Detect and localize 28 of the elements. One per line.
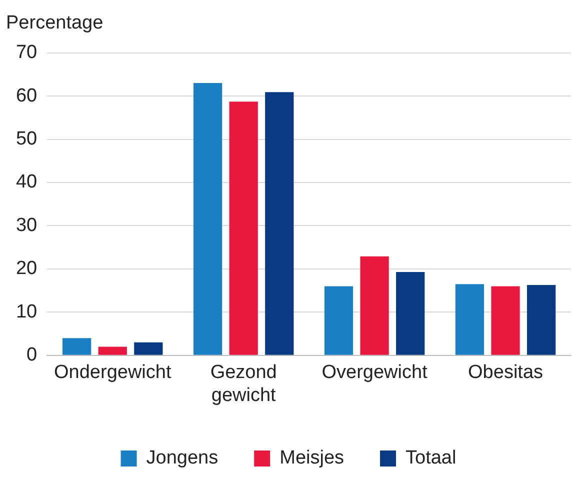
bar — [526, 284, 556, 355]
bar — [193, 83, 222, 355]
x-tick-label: Overgewicht — [322, 362, 428, 384]
x-tick-label: Ondergewicht — [54, 362, 172, 384]
bar — [265, 92, 294, 355]
y-tick-label: 0 — [26, 344, 38, 366]
y-tick-label: 40 — [16, 172, 38, 193]
y-axis-title: Percentage — [6, 12, 104, 34]
bar — [455, 284, 484, 355]
y-tick-label: 30 — [16, 214, 38, 236]
x-tick-label: Obesitas — [468, 362, 544, 384]
y-tick-label: 20 — [16, 258, 38, 280]
legend-label: Meisjes — [280, 448, 344, 469]
bar — [360, 256, 389, 355]
y-tick-label: 70 — [16, 42, 38, 64]
bar — [324, 286, 354, 355]
y-tick-label: 10 — [16, 301, 38, 322]
bar — [62, 338, 92, 355]
bar — [134, 342, 163, 355]
bar — [396, 272, 425, 355]
y-tick-label: 50 — [16, 128, 38, 150]
legend-label: Totaal — [406, 448, 456, 469]
x-tick-label: Gezond gewicht — [210, 362, 277, 406]
bar — [98, 346, 127, 355]
bar — [491, 286, 520, 355]
legend-label: Jongens — [146, 448, 218, 469]
y-tick-label: 60 — [16, 85, 38, 106]
bar — [229, 102, 258, 355]
